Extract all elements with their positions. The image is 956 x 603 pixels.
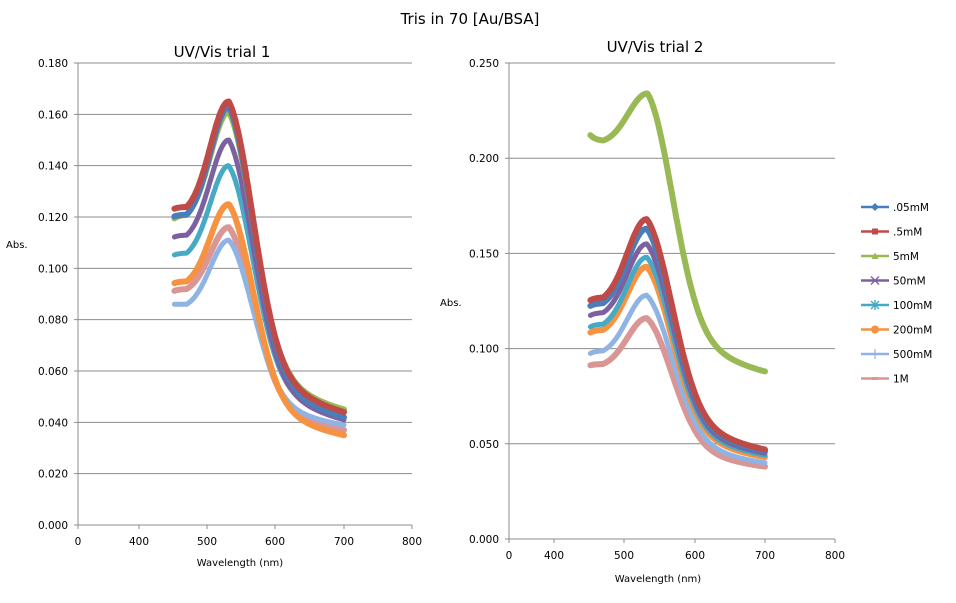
series-line-1M — [587, 315, 768, 470]
y-tick-label: 0.100 — [38, 263, 68, 275]
series-line-200mM — [171, 201, 347, 439]
legend-marker-triangle-icon — [871, 252, 879, 259]
y-tick-label: 0.250 — [469, 58, 499, 70]
x-tick-label: 400 — [544, 550, 564, 562]
legend-label: 50mM — [893, 276, 926, 288]
x-tick-label: 500 — [614, 550, 634, 562]
y-tick-label: 0.180 — [38, 58, 68, 70]
series-line-p5mM — [171, 98, 347, 416]
x-axis-label: Wavelength (nm) — [197, 558, 283, 569]
x-axis-label: Wavelength (nm) — [615, 574, 701, 585]
x-tick-label: 0 — [506, 550, 513, 562]
series-line-500mM — [587, 292, 768, 466]
y-tick-label: 0.000 — [38, 520, 68, 532]
legend-label: 100mM — [893, 300, 932, 312]
legend-item: 1M — [861, 374, 909, 386]
y-axis-label: Abs. — [440, 298, 462, 309]
legend: .05mM .5mM 5mM 50mM 100mM 200mM 500mM 1M — [861, 202, 932, 386]
gridlines — [505, 62, 836, 543]
x-tick-label: 400 — [129, 536, 149, 548]
y-tick-labels: 0.000 0.020 0.040 0.060 0.080 0.100 0.120 0.140… — [38, 58, 68, 532]
x-tick-labels: 0 400 500 600 700 800 — [506, 550, 845, 562]
chart-trial-2: UV/Vis trial 2 0.000 0.050 0.100 0.150 0.200… — [440, 38, 845, 585]
series-line-p5mM — [587, 216, 768, 453]
y-tick-label: 0.020 — [38, 469, 68, 481]
y-tick-label: 0.140 — [38, 161, 68, 173]
legend-item: 50mM — [861, 276, 926, 288]
y-tick-label: 0.100 — [469, 344, 499, 356]
series-group — [587, 90, 768, 470]
legend-item: 100mM — [861, 300, 932, 312]
y-tick-label: 0.050 — [469, 439, 499, 451]
chart-title: UV/Vis trial 1 — [174, 43, 271, 61]
legend-marker-dash-icon — [872, 377, 878, 380]
legend-label: 1M — [893, 374, 909, 386]
y-axis-label: Abs. — [6, 240, 28, 251]
legend-marker-star-icon — [870, 300, 880, 310]
legend-item: .5mM — [861, 227, 922, 239]
legend-item: 5mM — [861, 251, 919, 263]
y-tick-label: 0.040 — [38, 417, 68, 429]
legend-marker-diamond-icon — [871, 203, 879, 211]
series-line-5mM — [587, 90, 768, 375]
x-tick-labels: 0 400 500 600 700 800 — [75, 536, 422, 548]
y-tick-label: 0.080 — [38, 315, 68, 327]
legend-label: 5mM — [893, 251, 919, 263]
y-tick-label: 0.000 — [469, 534, 499, 546]
legend-marker-circle-icon — [871, 325, 879, 334]
legend-item: .05mM — [861, 202, 929, 214]
x-tick-label: 0 — [75, 536, 82, 548]
gridlines — [74, 62, 413, 529]
x-tick-label: 500 — [197, 536, 217, 548]
legend-marker-square-icon — [872, 228, 878, 235]
x-tick-label: 700 — [334, 536, 354, 548]
legend-label: 200mM — [893, 325, 932, 337]
x-tick-label: 600 — [685, 550, 705, 562]
legend-item: 200mM — [861, 325, 932, 337]
legend-marker-x-icon — [870, 276, 880, 285]
legend-label: .5mM — [893, 227, 922, 239]
legend-item: 500mM — [861, 349, 932, 361]
y-tick-label: 0.150 — [469, 248, 499, 260]
y-tick-label: 0.060 — [38, 366, 68, 378]
x-tick-label: 600 — [265, 536, 285, 548]
chart-trial-1: UV/Vis trial 1 0.000 0.020 0.040 0.060 0.080… — [6, 43, 422, 569]
legend-label: .05mM — [893, 202, 929, 214]
x-tick-label: 800 — [402, 536, 422, 548]
series-group — [171, 98, 347, 439]
x-tick-label: 800 — [825, 550, 845, 562]
chart-title: UV/Vis trial 2 — [607, 38, 704, 56]
y-tick-label: 0.120 — [38, 212, 68, 224]
x-tick-label: 700 — [755, 550, 775, 562]
figure-title: Tris in 70 [Au/BSA] — [400, 10, 540, 28]
y-tick-label: 0.160 — [38, 109, 68, 121]
y-tick-labels: 0.000 0.050 0.100 0.150 0.200 0.250 — [469, 58, 499, 546]
y-tick-label: 0.200 — [469, 153, 499, 165]
legend-label: 500mM — [893, 349, 932, 361]
